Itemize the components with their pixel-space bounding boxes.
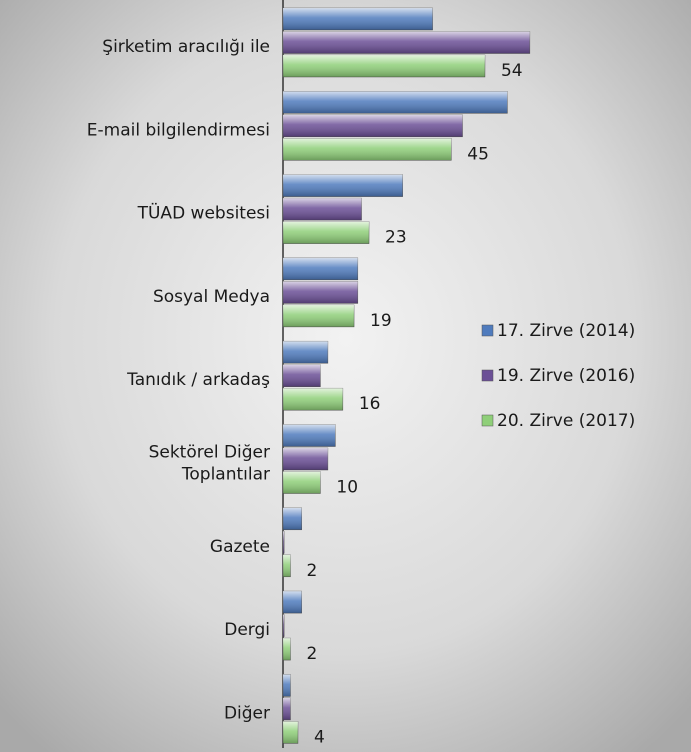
bar-shine <box>283 91 508 114</box>
bar-shine <box>283 364 321 387</box>
bar-shine <box>283 471 321 494</box>
category-label: Sektörel Diğer Toplantılar <box>149 443 270 485</box>
bar-shine <box>283 674 291 697</box>
bar-shine <box>283 554 291 577</box>
category-label: Dergi <box>224 620 270 640</box>
legend-label: 20. Zirve (2017) <box>497 411 635 431</box>
bar-shine <box>283 721 298 744</box>
bar-shine <box>283 304 355 327</box>
legend-label: 17. Zirve (2014) <box>497 321 635 341</box>
bar-shine <box>283 281 358 304</box>
bar-shine <box>283 697 291 720</box>
bar-shine <box>283 531 285 554</box>
category-label: Şirketim aracılığı ile <box>102 37 270 57</box>
bar-shine <box>283 221 370 244</box>
category-label: Gazete <box>210 537 270 557</box>
bar-shine <box>283 31 530 54</box>
bar-shine <box>283 388 343 411</box>
category-label: Diğer <box>224 703 270 723</box>
bar-shine <box>283 55 485 77</box>
legend-label: 19. Zirve (2016) <box>497 366 635 386</box>
legend-swatch <box>481 414 494 427</box>
value-label: 19 <box>370 311 392 331</box>
bar-shine <box>283 591 302 614</box>
bar-shine <box>283 341 328 364</box>
bar-shine <box>283 138 452 161</box>
legend-swatch <box>481 369 494 382</box>
category-label: Sosyal Medya <box>153 287 270 307</box>
bar-shine <box>283 8 433 30</box>
value-label: 16 <box>359 394 381 414</box>
value-label: 23 <box>385 228 407 248</box>
bar-shine <box>283 614 285 637</box>
value-label: 4 <box>314 727 325 747</box>
bar-shine <box>283 114 463 137</box>
value-label: 2 <box>306 644 317 664</box>
bar-shine <box>283 638 291 661</box>
category-label: E-mail bilgilendirmesi <box>87 120 270 140</box>
bar-shine <box>283 424 336 447</box>
value-label: 2 <box>306 561 317 581</box>
bar-shine <box>283 198 362 221</box>
value-label: 45 <box>467 144 489 164</box>
legend-swatch <box>481 324 494 337</box>
value-label: 54 <box>501 61 523 81</box>
bar-shine <box>283 257 358 280</box>
bar-shine <box>283 448 328 470</box>
category-label: TÜAD websitesi <box>137 202 270 224</box>
category-label: Tanıdık / arkadaş <box>126 370 270 390</box>
bar-shine <box>283 174 403 197</box>
value-label: 10 <box>336 478 358 498</box>
bar-shine <box>283 507 302 530</box>
